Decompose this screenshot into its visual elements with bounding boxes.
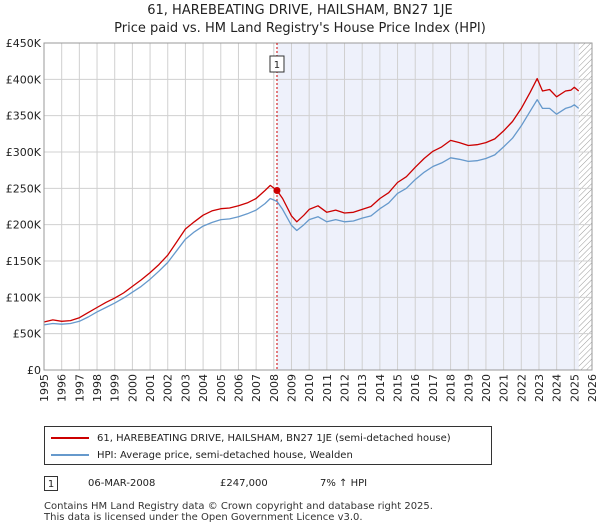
chart-title: 61, HAREBEATING DRIVE, HAILSHAM, BN27 1J…	[147, 3, 453, 18]
y-tick-label: £150K	[6, 255, 42, 268]
y-tick-label: £350K	[6, 110, 42, 123]
x-tick-label: 2019	[462, 374, 475, 402]
x-tick-label: 2021	[498, 374, 511, 402]
x-tick-label: 2018	[445, 374, 458, 402]
future-hatch	[578, 43, 592, 370]
x-tick-label: 2017	[427, 374, 440, 402]
x-tick-label: 1995	[38, 374, 51, 402]
y-tick-label: £400K	[6, 73, 42, 86]
x-tick-label: 1997	[73, 374, 86, 402]
x-tick-label: 2013	[356, 374, 369, 402]
legend-label-hpi: HPI: Average price, semi-detached house,…	[97, 449, 353, 461]
sale-price: £247,000	[220, 478, 268, 489]
sale-annotation-box	[269, 55, 285, 73]
x-tick-label: 2005	[215, 374, 228, 402]
sale-annotation-label: 1	[274, 60, 280, 71]
sale-point	[273, 187, 281, 195]
x-tick-label: 2025	[568, 374, 581, 402]
sale-number-badge: 1	[44, 476, 58, 491]
x-tick-label: 2014	[374, 374, 387, 402]
legend-swatch-hpi	[51, 454, 89, 456]
y-tick-label: £300K	[6, 146, 42, 159]
x-tick-label: 2010	[303, 374, 316, 402]
y-tick-label: £250K	[6, 182, 42, 195]
x-tick-label: 2001	[144, 374, 157, 402]
y-tick-label: £0	[27, 364, 41, 377]
y-tick-label: £100K	[6, 291, 42, 304]
x-tick-label: 2000	[126, 374, 139, 402]
x-tick-label: 2007	[250, 374, 263, 402]
x-tick-label: 2016	[409, 374, 422, 402]
x-tick-label: 2004	[197, 374, 210, 402]
sale-hpi-change: 7% ↑ HPI	[320, 478, 368, 489]
chart-subtitle: Price paid vs. HM Land Registry's House …	[114, 21, 486, 36]
x-tick-label: 2002	[162, 374, 175, 402]
legend: 61, HAREBEATING DRIVE, HAILSHAM, BN27 1J…	[44, 426, 492, 465]
sale-date: 06-MAR-2008	[88, 478, 156, 489]
x-tick-label: 2011	[321, 374, 334, 402]
legend-item-hpi: HPI: Average price, semi-detached house,…	[51, 447, 353, 463]
x-tick-label: 1996	[56, 374, 69, 402]
x-tick-label: 2006	[232, 374, 245, 402]
footer-copyright: Contains HM Land Registry data © Crown c…	[44, 501, 433, 512]
x-tick-label: 2024	[551, 374, 564, 402]
highlight-period	[276, 43, 579, 370]
legend-item-property: 61, HAREBEATING DRIVE, HAILSHAM, BN27 1J…	[51, 430, 451, 446]
x-tick-label: 2020	[480, 374, 493, 402]
x-tick-label: 2022	[515, 374, 528, 402]
x-tick-label: 1998	[91, 374, 104, 402]
plot-frame	[43, 42, 593, 371]
x-tick-label: 2003	[179, 374, 192, 402]
x-tick-label: 2008	[268, 374, 281, 402]
x-tick-label: 2026	[586, 374, 599, 402]
footer-licence: This data is licensed under the Open Gov…	[44, 512, 363, 523]
legend-label-property: 61, HAREBEATING DRIVE, HAILSHAM, BN27 1J…	[97, 432, 451, 444]
x-tick-label: 2023	[533, 374, 546, 402]
x-tick-label: 2012	[339, 374, 352, 402]
x-tick-label: 2015	[392, 374, 405, 402]
y-tick-label: £50K	[13, 328, 42, 341]
x-tick-label: 2009	[285, 374, 298, 402]
y-tick-label: £200K	[6, 219, 42, 232]
legend-swatch-property	[51, 437, 89, 439]
series-line-property	[43, 77, 580, 323]
series-line-hpi	[43, 99, 580, 326]
y-tick-label: £450K	[6, 37, 42, 50]
x-tick-label: 1999	[109, 374, 122, 402]
